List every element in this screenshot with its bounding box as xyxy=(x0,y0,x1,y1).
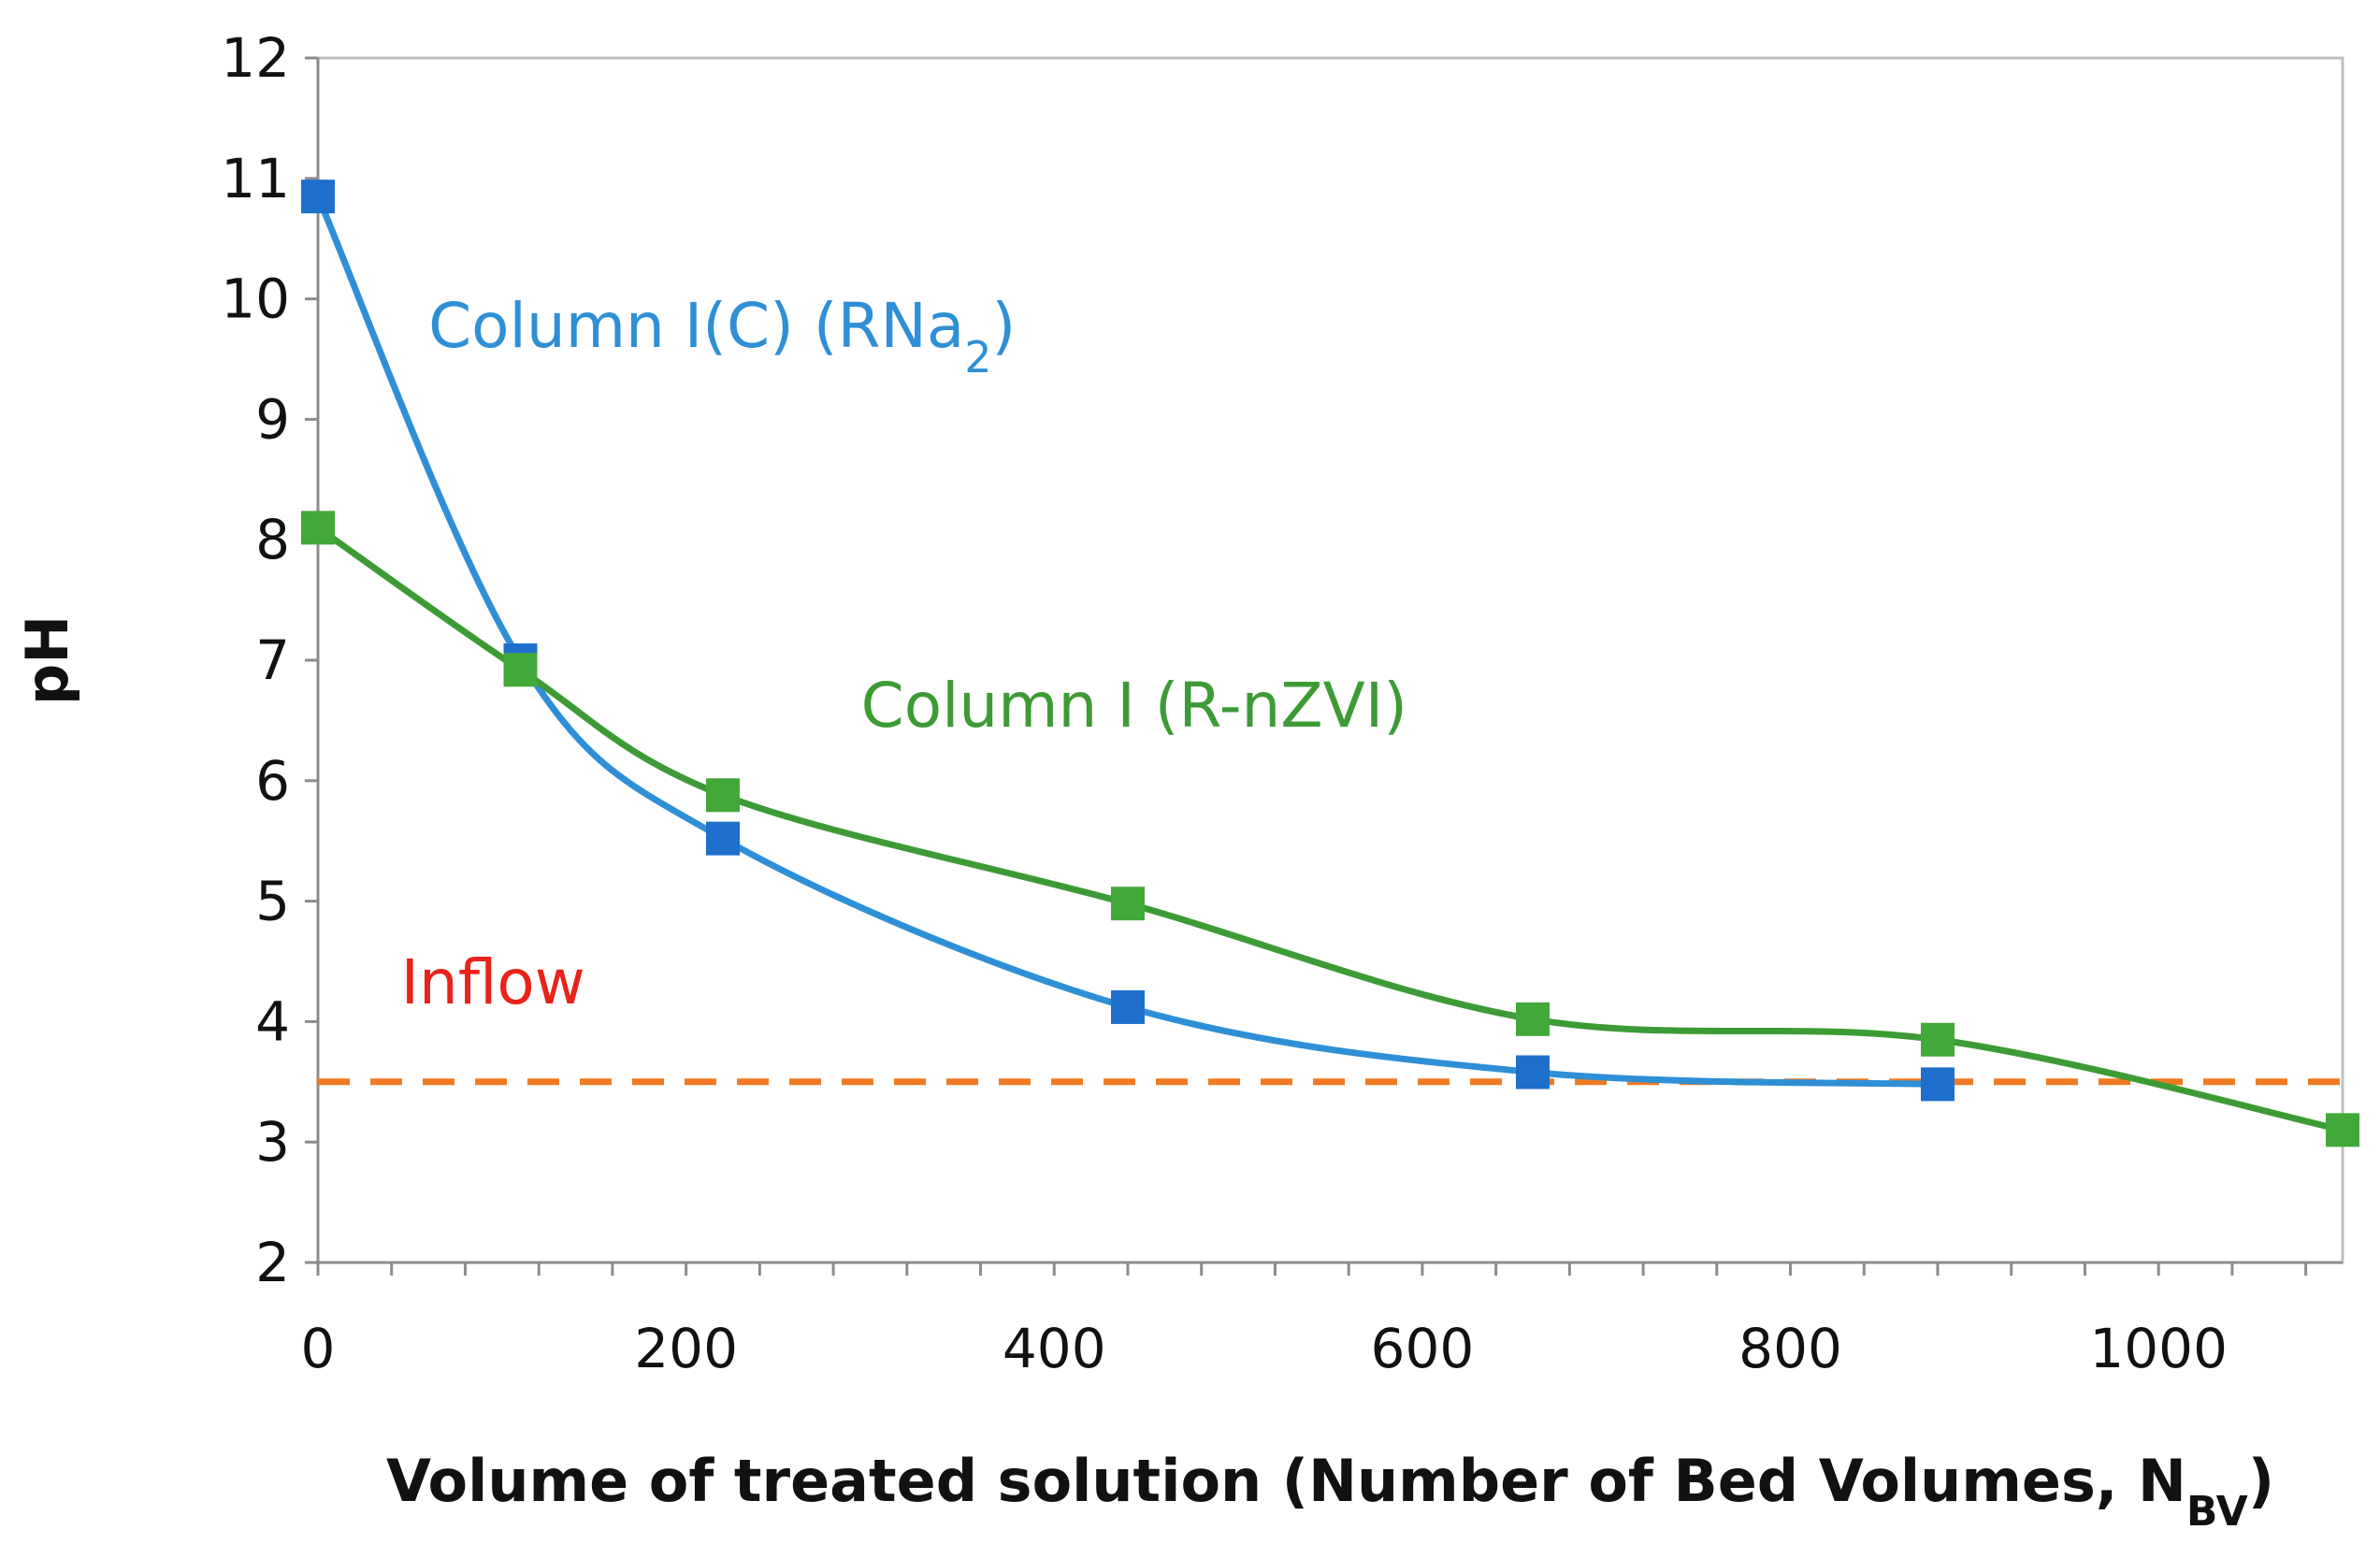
data-point xyxy=(1516,1055,1550,1089)
y-axis: 2 3 4 5 6 7 8 9 10 11 12 xyxy=(221,26,320,1294)
series-line xyxy=(315,525,2344,1133)
y-tick-label: 2 xyxy=(255,1231,290,1294)
y-tick-label: 5 xyxy=(255,870,290,933)
x-axis-title-end: ) xyxy=(2248,1447,2274,1515)
x-tick-label: 1000 xyxy=(2089,1317,2228,1380)
x-tick-label: 0 xyxy=(301,1317,336,1380)
data-point xyxy=(706,778,740,813)
label-layer: Column I(C) (RNa2) Column I (R-nZVI) Inflo… xyxy=(401,290,1407,1018)
y-tick-label: 11 xyxy=(221,147,290,210)
y-tick-label: 9 xyxy=(255,387,290,451)
data-point xyxy=(1111,989,1145,1024)
x-tick-label: 400 xyxy=(1002,1317,1106,1380)
y-tick-label: 8 xyxy=(255,508,290,571)
series-layer xyxy=(301,180,2359,1147)
y-tick-label: 10 xyxy=(221,267,290,331)
data-point xyxy=(503,653,538,687)
y-tick-label: 7 xyxy=(255,628,290,692)
y-tick-label: 4 xyxy=(255,989,290,1053)
x-axis-title-main: Volume of treated solution (Number of Be… xyxy=(386,1447,2186,1515)
series-label: Column I(C) (RNa2) xyxy=(428,290,1016,382)
y-axis-title: pH xyxy=(13,615,81,705)
series-line xyxy=(314,195,1939,1088)
x-axis: 0 200 400 600 800 1000 xyxy=(301,1261,2343,1380)
series-label: Column I (R-nZVI) xyxy=(861,670,1407,742)
x-axis-title: Volume of treated solution (Number of Be… xyxy=(386,1447,2274,1536)
x-tick-label: 200 xyxy=(634,1317,738,1380)
x-tick-label: 600 xyxy=(1371,1317,1475,1380)
y-tick-label: 12 xyxy=(221,26,290,90)
x-axis-title-subscript: BV xyxy=(2186,1488,2248,1536)
x-tick-label: 800 xyxy=(1738,1317,1842,1380)
data-point xyxy=(1921,1022,1954,1057)
y-tick-label: 3 xyxy=(255,1110,290,1174)
data-point xyxy=(301,180,335,214)
inflow-label: Inflow xyxy=(401,946,585,1018)
data-point xyxy=(1921,1067,1954,1102)
data-point xyxy=(1111,887,1145,921)
data-point xyxy=(706,821,740,856)
data-point xyxy=(1516,1002,1550,1036)
y-tick-label: 6 xyxy=(255,749,290,813)
data-point xyxy=(301,511,335,545)
data-point xyxy=(2326,1113,2359,1147)
